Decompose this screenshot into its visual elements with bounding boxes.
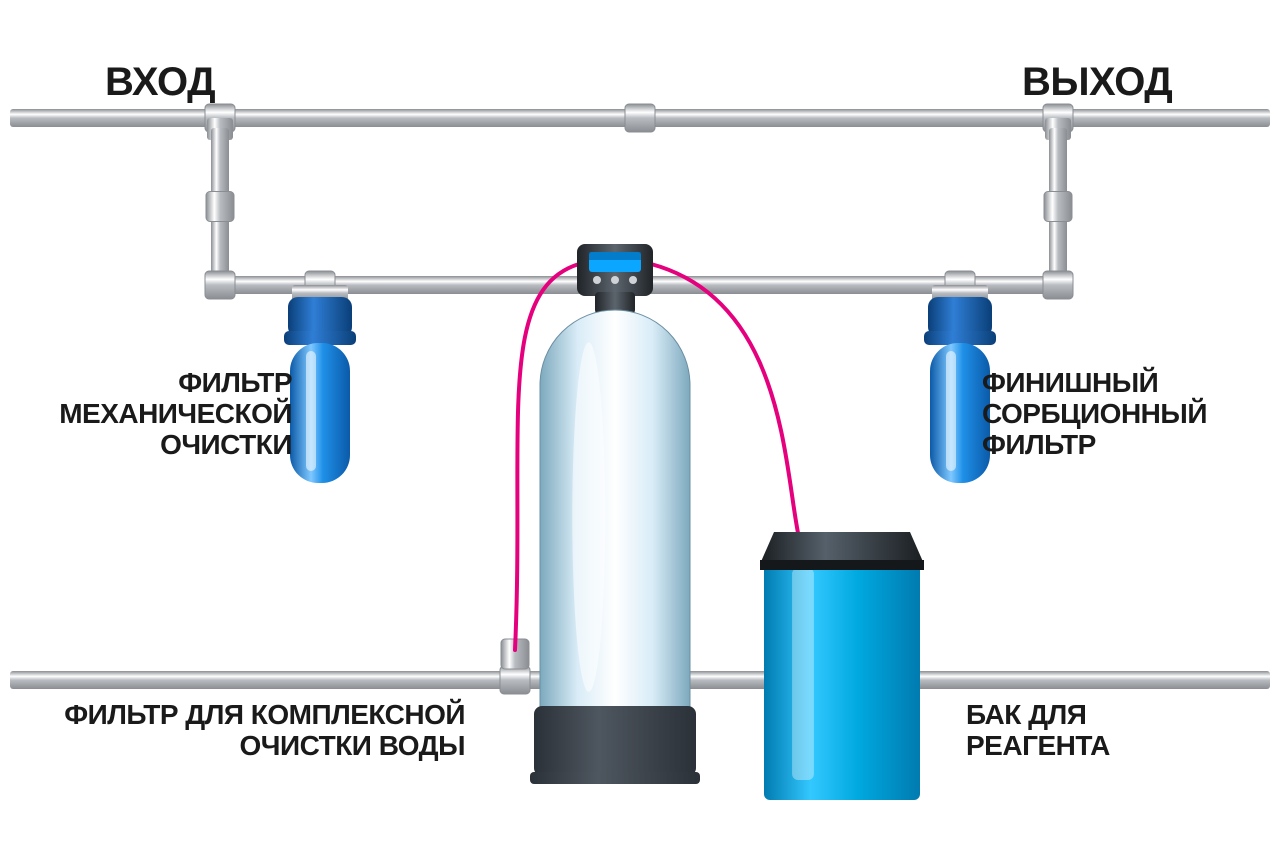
elbow-right [1043,271,1073,299]
elbow-left [205,271,235,299]
valve-body [1044,192,1072,222]
diagram-canvas: ВХОД ВЫХОД ФИЛЬТР МЕХАНИЧЕСКОЙ ОЧИСТКИ ФИНИ… [0,0,1280,868]
valve-body [206,192,234,222]
label-inlet: ВХОД [105,60,215,104]
mechanical-filter [284,285,356,483]
label-finish: ФИНИШНЫЙ СОРБЦИОННЫЙ ФИЛЬТР [982,368,1207,460]
label-mech: ФИЛЬТР МЕХАНИЧЕСКОЙ ОЧИСТКИ [59,368,292,460]
drain-tee [500,666,530,694]
valve-body [625,104,655,132]
label-complex: ФИЛЬТР ДЛЯ КОМПЛЕКСНОЙ ОЧИСТКИ ВОДЫ [64,700,465,762]
complex-column-tank [530,244,700,784]
label-outlet: ВЫХОД [1022,60,1172,104]
reagent-tank [760,532,924,800]
label-reagent: БАК ДЛЯ РЕАГЕНТА [966,700,1110,762]
